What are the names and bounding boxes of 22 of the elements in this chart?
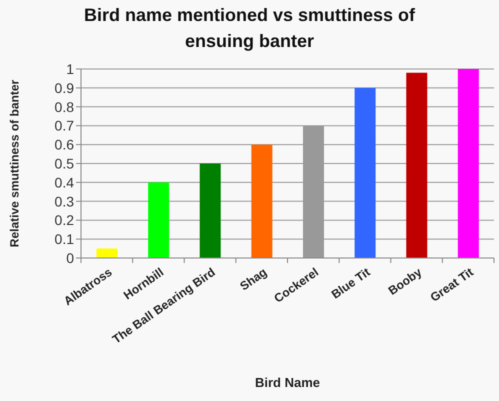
y-tick-label: 0.3 — [54, 193, 74, 210]
x-tick-label: Blue Tit — [328, 264, 373, 302]
bar — [148, 182, 170, 258]
bar — [406, 72, 428, 258]
y-tick-label: 0.9 — [54, 80, 74, 96]
chart-title: Bird name mentioned vs smuttiness of ensuing banter — [82, 4, 416, 53]
x-axis-title: Bird Name — [254, 375, 320, 390]
bar — [96, 248, 118, 258]
bar — [354, 88, 376, 258]
y-tick-label: 0.7 — [54, 118, 74, 134]
bar — [458, 69, 479, 258]
y-tick-label: 1 — [66, 60, 74, 77]
y-tick-label: 0.1 — [54, 231, 74, 248]
bar — [251, 144, 272, 258]
y-axis-title: Relative smuttiness of banter — [7, 79, 22, 248]
y-tick-label: 0.6 — [54, 136, 74, 153]
y-tick-label: 0.5 — [54, 155, 74, 172]
y-tick-label: 0.8 — [54, 98, 74, 115]
y-tick-label: 0.4 — [54, 174, 74, 190]
y-tick-label: 0 — [66, 250, 74, 266]
bar — [200, 164, 221, 258]
y-tick-label: 0.2 — [54, 212, 74, 228]
